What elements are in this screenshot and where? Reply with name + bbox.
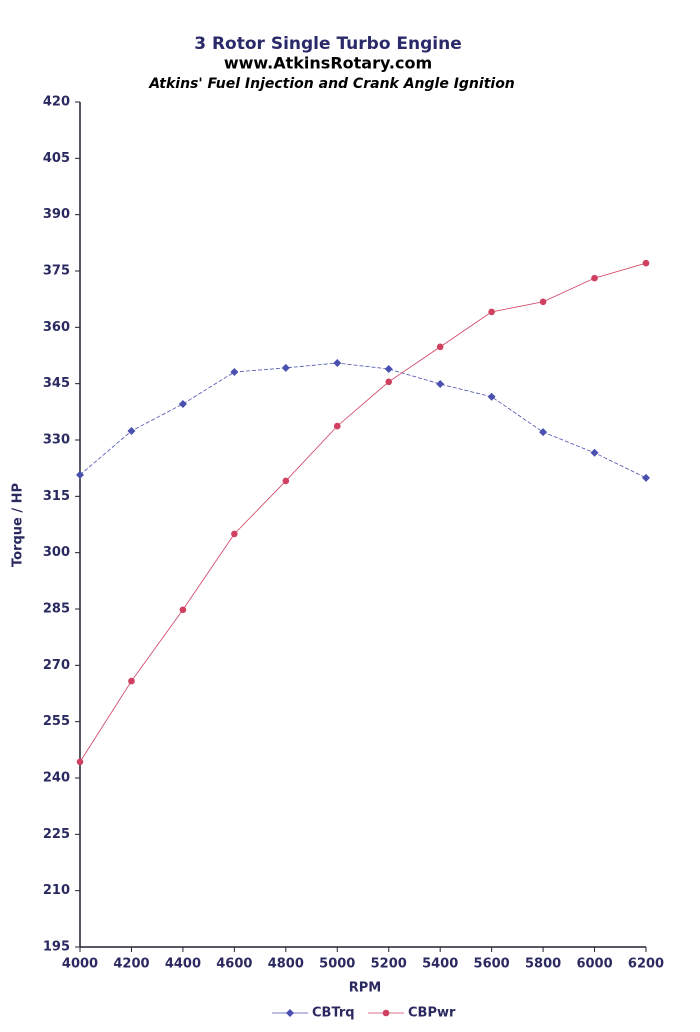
data-point [488, 308, 495, 316]
data-point [333, 422, 341, 430]
y-tick-label: 390 [43, 207, 70, 222]
data-point [230, 368, 239, 377]
data-point [178, 399, 187, 408]
y-tick-label: 405 [43, 151, 70, 166]
data-point [539, 428, 548, 437]
y-tick-label: 345 [43, 376, 70, 391]
chart-subtitle: www.AtkinsRotary.com [224, 54, 432, 73]
y-tick-label: 225 [43, 827, 70, 842]
x-tick-label: 4600 [216, 957, 252, 972]
y-tick-label: 360 [43, 320, 70, 335]
data-point [642, 259, 650, 267]
x-tick-label: 5200 [371, 957, 407, 972]
series-line [79, 262, 647, 763]
data-point [385, 378, 393, 386]
x-tick-label: 4800 [268, 957, 304, 972]
x-tick-label: 6000 [576, 957, 612, 972]
data-point [281, 363, 290, 372]
y-tick-label: 285 [43, 602, 70, 617]
chart-subtitle: Atkins' Fuel Injection and Crank Angle I… [148, 76, 515, 92]
legend-label: CBPwr [408, 1006, 456, 1021]
y-tick-label: 195 [43, 940, 70, 955]
y-tick-label: 270 [43, 658, 70, 673]
legend-marker [286, 1009, 294, 1017]
data-point [539, 298, 547, 306]
legend-marker [382, 1009, 390, 1017]
y-tick-label: 240 [43, 771, 70, 786]
x-tick-label: 5800 [525, 957, 561, 972]
y-tick-label: 210 [43, 883, 70, 898]
data-point [591, 274, 598, 282]
x-tick-label: 4000 [62, 957, 98, 972]
data-point [436, 343, 444, 351]
x-tick-label: 5400 [422, 957, 458, 972]
data-point [487, 392, 496, 401]
x-tick-label: 4400 [165, 957, 201, 972]
data-point [127, 426, 136, 435]
y-tick-label: 315 [43, 489, 70, 504]
data-point [590, 448, 599, 457]
x-tick-label: 4200 [113, 957, 149, 972]
data-point [282, 477, 290, 485]
data-point [333, 359, 342, 368]
x-tick-label: 5000 [319, 957, 355, 972]
y-tick-label: 300 [43, 545, 70, 560]
x-axis-label: RPM [349, 981, 381, 996]
x-tick-label: 6200 [628, 957, 664, 972]
x-tick-label: 5600 [474, 957, 510, 972]
data-point [436, 380, 445, 389]
chart-title: 3 Rotor Single Turbo Engine [194, 34, 462, 54]
legend-label: CBTrq [312, 1006, 355, 1021]
data-point [642, 473, 650, 482]
series-line [79, 362, 647, 479]
data-point [179, 606, 187, 614]
y-axis-label: Torque / HP [11, 483, 26, 567]
y-tick-label: 330 [43, 433, 70, 448]
data-point [128, 677, 135, 685]
data-point [76, 470, 84, 479]
data-point [76, 758, 84, 766]
data-point [384, 365, 393, 374]
y-tick-label: 375 [43, 264, 70, 279]
y-tick-label: 420 [43, 95, 70, 110]
y-tick-label: 255 [43, 714, 70, 729]
data-point [231, 530, 238, 538]
